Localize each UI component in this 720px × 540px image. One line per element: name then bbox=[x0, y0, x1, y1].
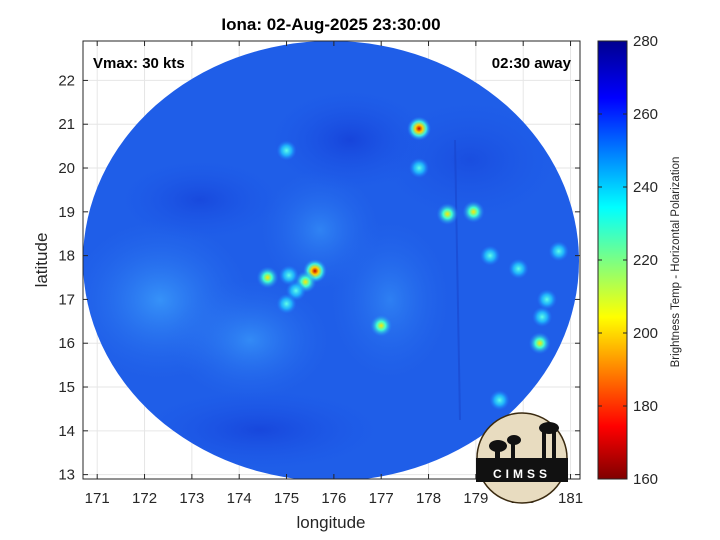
x-tick-label: 174 bbox=[227, 490, 252, 507]
x-tick-label: 173 bbox=[179, 490, 204, 507]
y-axis-ticks: 13 14 15 16 17 18 19 20 21 22 bbox=[58, 72, 580, 484]
scan-seam bbox=[454, 139, 461, 421]
texture-patch bbox=[330, 220, 450, 380]
convective-cell bbox=[276, 140, 297, 161]
convective-cell bbox=[548, 241, 569, 262]
x-axis-label: longitude bbox=[296, 513, 365, 532]
y-axis-label: latitude bbox=[32, 233, 51, 288]
convective-cell bbox=[407, 116, 432, 141]
y-tick-label: 16 bbox=[58, 335, 75, 352]
logo-text: CIMSS bbox=[493, 467, 551, 481]
y-tick-label: 19 bbox=[58, 204, 75, 221]
colorbar-tick-label: 160 bbox=[633, 471, 658, 488]
y-tick-label: 22 bbox=[58, 72, 75, 89]
colorbar-label: Brightness Temp - Horizontal Polarizatio… bbox=[670, 157, 682, 368]
x-tick-label: 178 bbox=[416, 490, 441, 507]
convective-cell bbox=[276, 293, 297, 314]
colorbar-tick-label: 240 bbox=[633, 179, 658, 196]
convective-cell bbox=[409, 158, 430, 179]
convective-cell bbox=[256, 266, 279, 289]
convective-cell bbox=[528, 332, 551, 355]
x-tick-label: 176 bbox=[321, 490, 346, 507]
colorbar bbox=[597, 40, 628, 480]
y-tick-label: 21 bbox=[58, 116, 75, 133]
y-tick-label: 14 bbox=[58, 423, 75, 440]
colorbar-tick-label: 220 bbox=[633, 252, 658, 269]
y-tick-label: 17 bbox=[58, 291, 75, 308]
colorbar-ticks: 160 180 200 220 240 260 280 bbox=[598, 33, 658, 488]
swath-image bbox=[83, 41, 579, 479]
convective-cell bbox=[278, 265, 299, 286]
x-tick-label: 172 bbox=[132, 490, 157, 507]
y-tick-label: 18 bbox=[58, 248, 75, 265]
convective-cell bbox=[436, 203, 459, 226]
texture-patch bbox=[120, 160, 280, 240]
convective-cell bbox=[370, 314, 393, 337]
y-tick-label: 13 bbox=[58, 467, 75, 484]
x-tick-label: 179 bbox=[463, 490, 488, 507]
x-tick-label: 175 bbox=[274, 490, 299, 507]
convective-cell bbox=[536, 289, 557, 310]
convective-cell bbox=[532, 306, 553, 327]
colorbar-tick-label: 280 bbox=[633, 33, 658, 50]
convective-features bbox=[256, 116, 569, 411]
colorbar-tick-label: 200 bbox=[633, 325, 658, 342]
convective-cell bbox=[508, 258, 529, 279]
convective-cell bbox=[462, 200, 485, 223]
convective-cell bbox=[480, 245, 501, 266]
x-tick-label: 171 bbox=[85, 490, 110, 507]
convective-cell bbox=[489, 390, 510, 411]
cimss-logo: CIMSS bbox=[476, 412, 568, 504]
colorbar-tick-label: 260 bbox=[633, 106, 658, 123]
x-tick-label: 181 bbox=[558, 490, 583, 507]
colorbar-tick-label: 180 bbox=[633, 398, 658, 415]
axes-frame bbox=[82, 40, 581, 480]
time-away-annotation: 02:30 away bbox=[492, 55, 572, 72]
texture-patch bbox=[170, 280, 330, 400]
figure-title: Iona: 02-Aug-2025 23:30:00 bbox=[221, 15, 440, 34]
y-tick-label: 20 bbox=[58, 160, 75, 177]
vmax-annotation: Vmax: 30 kts bbox=[93, 55, 185, 72]
water-tower-icon bbox=[542, 428, 546, 460]
y-tick-label: 15 bbox=[58, 379, 75, 396]
logo-silhouette bbox=[476, 422, 568, 482]
x-tick-label: 177 bbox=[369, 490, 394, 507]
